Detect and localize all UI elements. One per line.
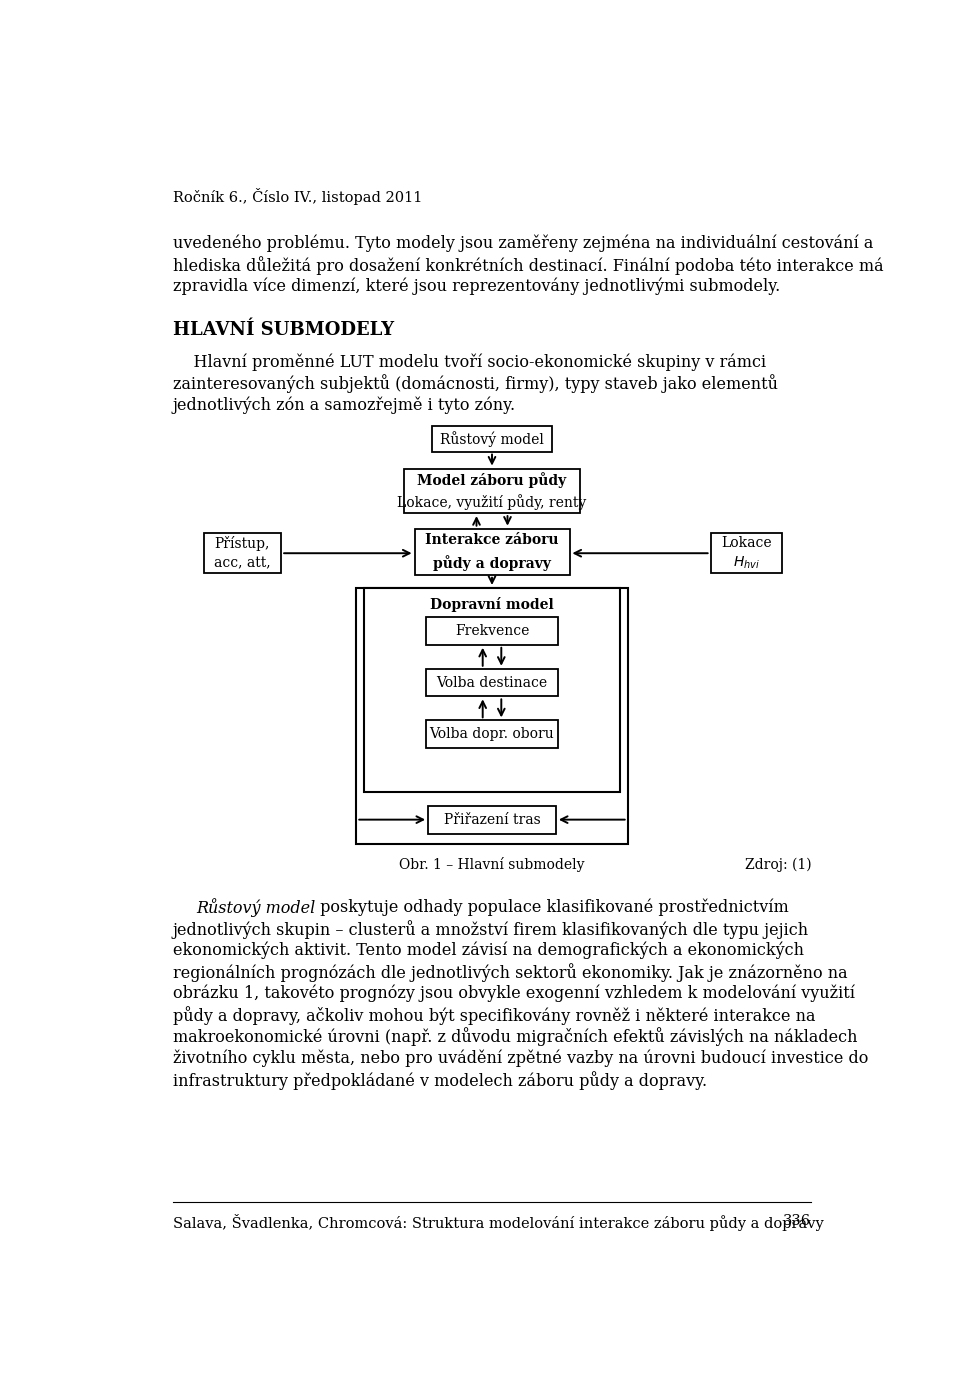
Bar [432,426,552,451]
Text: Přiřazení tras: Přiřazení tras [444,813,540,826]
Text: 336: 336 [783,1214,811,1228]
Bar [426,721,558,749]
Text: jednotlivých skupin – clusterů a množství firem klasifikovaných dle typu jejich: jednotlivých skupin – clusterů a množstv… [173,920,809,939]
Text: Hlavní proměnné LUT modelu tvoří socio-ekonomické skupiny v rámci: Hlavní proměnné LUT modelu tvoří socio-e… [173,353,766,371]
Bar [364,588,620,792]
Text: zainteresovaných subjektů (domácnosti, firmy), typy staveb jako elementů: zainteresovaných subjektů (domácnosti, f… [173,375,778,393]
Text: makroekonomické úrovni (např. z důvodu migračních efektů závislých na nákladech: makroekonomické úrovni (např. z důvodu m… [173,1028,857,1046]
Text: acc, att,: acc, att, [214,556,271,571]
Text: Interakce záboru: Interakce záboru [425,533,559,547]
Bar [710,533,781,574]
Text: hlediska důležitá pro dosažení konkrétních destinací. Finální podoba této intera: hlediska důležitá pro dosažení konkrétní… [173,256,883,275]
Bar [204,533,281,574]
Text: Přístup,: Přístup, [215,536,270,550]
Text: $H_{hvi}$: $H_{hvi}$ [732,556,759,571]
Text: uvedeného problému. Tyto modely jsou zaměřeny zejména na individuální cestování : uvedeného problému. Tyto modely jsou zam… [173,235,873,251]
Text: regionálních prognózách dle jednotlivých sektorů ekonomiky. Jak je znázorněno na: regionálních prognózách dle jednotlivých… [173,963,848,982]
Text: poskytuje odhady populace klasifikované prostřednictvím: poskytuje odhady populace klasifikované … [315,899,789,915]
Text: Lokace: Lokace [721,536,772,550]
Text: Volba dopr. oboru: Volba dopr. oboru [430,728,554,742]
Text: půdy a dopravy: půdy a dopravy [433,556,551,571]
Text: Dopravní model: Dopravní model [430,597,554,613]
Text: zpravidla více dimenzí, které jsou reprezentovány jednotlivými submodely.: zpravidla více dimenzí, které jsou repre… [173,278,780,294]
Bar [426,668,558,696]
Bar [403,468,581,513]
Text: Růstový model: Růstový model [440,431,544,447]
Text: infrastruktury předpokládané v modelech záboru půdy a dopravy.: infrastruktury předpokládané v modelech … [173,1071,707,1089]
Text: Lokace, využití půdy, renty: Lokace, využití půdy, renty [397,494,587,510]
Bar [426,617,558,644]
Text: jednotlivých zón a samozřejmě i tyto zóny.: jednotlivých zón a samozřejmě i tyto zón… [173,396,516,414]
Text: ekonomických aktivit. Tento model závisí na demografických a ekonomických: ekonomických aktivit. Tento model závisí… [173,942,804,958]
Bar [428,806,556,833]
Text: Volba destinace: Volba destinace [437,675,547,689]
Text: Ročník 6., Číslo IV., listopad 2011: Ročník 6., Číslo IV., listopad 2011 [173,189,422,206]
Text: Zdroj: (1): Zdroj: (1) [745,857,811,872]
Bar [415,529,569,575]
Bar [356,588,628,845]
Text: HLAVNÍ SUBMODELY: HLAVNÍ SUBMODELY [173,321,394,339]
Text: obrázku 1, takovéto prognózy jsou obvykle exogenní vzhledem k modelování využití: obrázku 1, takovéto prognózy jsou obvykl… [173,985,854,1001]
Text: Model záboru půdy: Model záboru půdy [418,472,566,488]
Text: Frekvence: Frekvence [455,624,529,638]
Text: půdy a dopravy, ačkoliv mohou být specifikovány rovněž i některé interakce na: půdy a dopravy, ačkoliv mohou být specif… [173,1006,815,1025]
Text: Obr. 1 – Hlavní submodely: Obr. 1 – Hlavní submodely [399,857,585,872]
Text: Růstový model: Růstový model [196,899,315,917]
Text: Salava, Švadlenka, Chromcová: Struktura modelování interakce záboru půdy a dopra: Salava, Švadlenka, Chromcová: Struktura … [173,1214,824,1231]
Text: životního cyklu města, nebo pro uvádění zpětné vazby na úrovni budoucí investice: životního cyklu města, nebo pro uvádění … [173,1049,868,1067]
